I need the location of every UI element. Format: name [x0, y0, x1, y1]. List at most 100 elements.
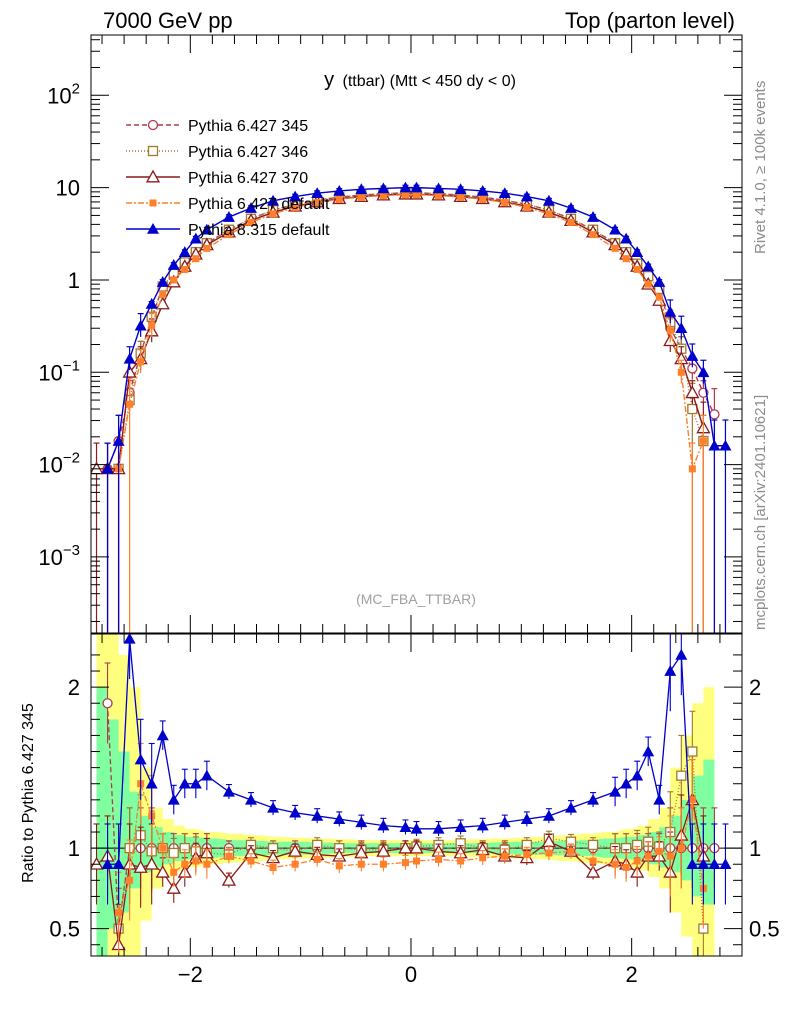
- ratio-point: [144, 856, 159, 870]
- ratio-point: [653, 793, 666, 805]
- ratio-point: [677, 844, 685, 852]
- legend-entry-2: Pythia 6.427 370: [126, 169, 308, 187]
- data-point: [587, 211, 600, 222]
- ratio-point: [432, 822, 445, 834]
- data-point: [291, 203, 299, 211]
- data-point: [655, 293, 663, 301]
- ratio-point: [189, 777, 202, 789]
- data-point: [170, 276, 178, 284]
- ratio-tick-label-right: 2: [749, 675, 761, 700]
- data-point: [685, 385, 700, 399]
- data-point: [675, 322, 688, 334]
- ratio-point: [399, 821, 412, 832]
- axis-ticks: [91, 35, 743, 956]
- ratio-point: [101, 858, 114, 870]
- y-tick-label: 10−2: [38, 450, 80, 478]
- ratio-point: [357, 860, 365, 868]
- band-yellow: [96, 634, 715, 956]
- data-point: [247, 218, 255, 226]
- ratio-point: [631, 769, 644, 781]
- ratio-point: [167, 793, 180, 805]
- data-point: [167, 259, 180, 270]
- series-line-3: [117, 193, 705, 470]
- data-point: [454, 183, 467, 195]
- data-point: [225, 231, 233, 239]
- ratio-series-layer: [91, 634, 732, 956]
- data-point: [457, 193, 465, 201]
- data-point: [289, 190, 302, 202]
- data-point: [642, 260, 655, 272]
- header-left: 7000 GeV pp: [103, 8, 233, 33]
- chart-title: y (ttbar) (Mtt < 450 dy < 0): [324, 69, 516, 91]
- y-tick-label: 10−3: [38, 542, 80, 570]
- data-point: [653, 276, 666, 287]
- data-point: [112, 435, 125, 446]
- y-tick-base: 10: [38, 360, 62, 385]
- ratio-point: [377, 819, 390, 831]
- chart-title-sub: (ttbar) (Mtt < 450 dy < 0): [343, 73, 516, 90]
- legend-marker: [147, 223, 159, 234]
- data-point: [355, 183, 368, 195]
- data-point: [633, 265, 641, 273]
- ratio-point: [644, 852, 652, 860]
- ratio-point: [313, 855, 321, 863]
- ratio-point: [545, 849, 553, 857]
- ratio-point: [409, 840, 424, 854]
- data-point: [410, 181, 423, 193]
- ratio-point: [410, 822, 423, 834]
- main-series-layer: [91, 181, 732, 633]
- ratio-tick-label-left: 0.5: [49, 917, 80, 942]
- ratio-point: [168, 847, 179, 859]
- ratio-point: [335, 862, 343, 870]
- ratio-point: [686, 858, 699, 870]
- ratio-point: [159, 844, 167, 852]
- ratio-point: [454, 821, 467, 832]
- data-point: [101, 462, 114, 474]
- y-tick-label: 102: [47, 80, 80, 108]
- rivet-label: Rivet 4.1.0, ≥ 100k events: [752, 81, 769, 254]
- ratio-point: [170, 868, 178, 876]
- ratio-point: [178, 777, 191, 789]
- legend-label: Pythia 8.315 default: [188, 222, 330, 239]
- ratio-point: [288, 844, 303, 857]
- chart-title-y: y: [324, 69, 334, 91]
- ratio-point: [126, 876, 134, 884]
- data-point: [644, 280, 652, 288]
- ratio-tick-label-right: 1: [749, 836, 761, 861]
- ratio-point: [244, 793, 257, 805]
- y-tick-exp: −2: [63, 450, 80, 467]
- data-point: [523, 203, 531, 211]
- data-point: [609, 223, 622, 235]
- ratio-point: [585, 864, 601, 878]
- analysis-label: (MC_FBA_TTBAR): [356, 591, 476, 607]
- data-point: [333, 184, 346, 196]
- ratio-point: [664, 665, 677, 676]
- ratio-point: [498, 816, 511, 828]
- ratio-point: [291, 860, 299, 868]
- data-point: [708, 439, 721, 451]
- ratio-point: [479, 854, 487, 862]
- ratio-point: [675, 648, 688, 660]
- ratio-point: [133, 860, 148, 873]
- ratio-point: [719, 858, 732, 870]
- ratio-point: [102, 698, 113, 709]
- ratio-point: [115, 909, 123, 917]
- data-point: [122, 364, 137, 378]
- x-tick-label: −2: [178, 962, 203, 987]
- ratio-point: [687, 746, 698, 757]
- legend-entry-0: Pythia 6.427 345: [126, 118, 308, 135]
- data-point: [189, 232, 202, 244]
- data-point: [401, 191, 409, 199]
- ratio-point: [633, 857, 641, 865]
- x-tick-label: 0: [405, 962, 417, 987]
- ratio-point: [457, 857, 465, 865]
- data-point: [432, 182, 445, 194]
- data-point: [564, 202, 577, 213]
- legend: Pythia 6.427 345 Pythia 6.427 346 Pythia 6…: [126, 118, 330, 239]
- data-point: [222, 211, 235, 222]
- y-tick-base: 10: [38, 545, 62, 570]
- data-point: [267, 194, 280, 206]
- data-point: [192, 255, 200, 263]
- ratio-point: [501, 852, 509, 860]
